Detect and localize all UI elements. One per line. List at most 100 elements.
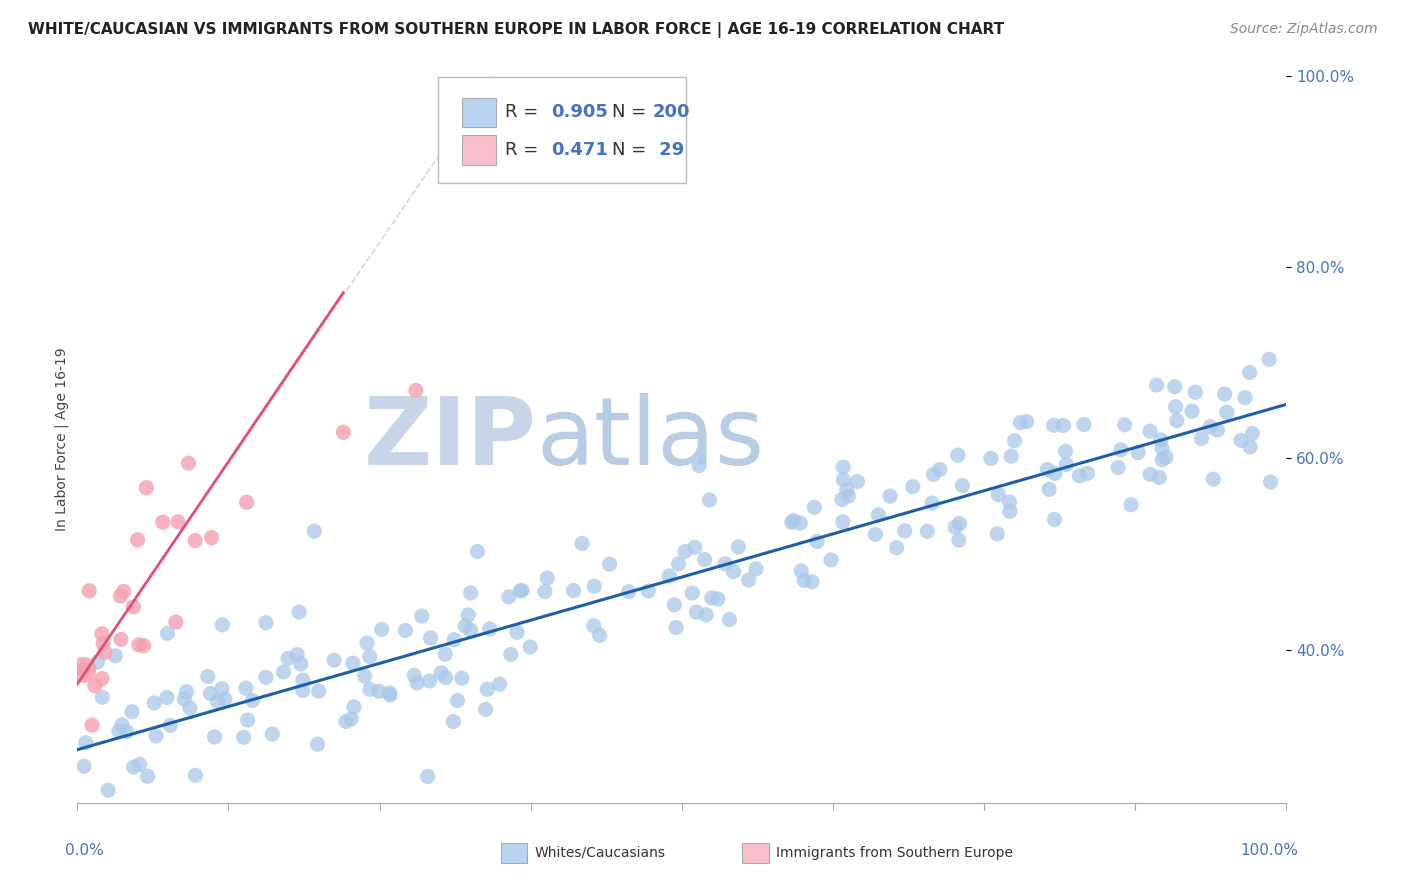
Point bbox=[718, 613, 741, 627]
Point bbox=[952, 478, 974, 492]
Point bbox=[110, 632, 132, 647]
Point bbox=[1146, 378, 1168, 392]
Text: Immigrants from Southern Europe: Immigrants from Southern Europe bbox=[776, 846, 1014, 860]
Point bbox=[879, 489, 901, 503]
Point bbox=[499, 648, 522, 662]
Point bbox=[75, 736, 97, 750]
Point bbox=[152, 515, 174, 529]
Point bbox=[478, 622, 501, 636]
Point bbox=[367, 684, 389, 698]
Point bbox=[846, 475, 869, 489]
Point bbox=[562, 583, 585, 598]
Point bbox=[1073, 417, 1095, 432]
Point bbox=[405, 384, 427, 398]
Point bbox=[998, 495, 1021, 509]
Point bbox=[683, 541, 706, 555]
Point bbox=[122, 760, 145, 774]
Point bbox=[290, 657, 312, 671]
Point bbox=[232, 731, 254, 745]
Point bbox=[534, 584, 557, 599]
Point bbox=[1038, 483, 1060, 497]
Point bbox=[519, 640, 541, 654]
Point bbox=[745, 562, 768, 576]
Point bbox=[1191, 432, 1213, 446]
Point bbox=[359, 682, 381, 697]
Point bbox=[1150, 433, 1173, 447]
Point bbox=[1042, 418, 1064, 433]
Point bbox=[460, 623, 482, 637]
Point bbox=[441, 714, 464, 729]
Point bbox=[789, 516, 811, 530]
Point bbox=[1036, 462, 1059, 476]
Point bbox=[111, 718, 134, 732]
Point bbox=[1260, 475, 1282, 489]
Point bbox=[1052, 418, 1074, 433]
Point bbox=[700, 591, 723, 605]
Point bbox=[419, 631, 441, 645]
Point bbox=[1043, 467, 1066, 481]
Point bbox=[1054, 458, 1077, 472]
Y-axis label: In Labor Force | Age 16-19: In Labor Force | Age 16-19 bbox=[55, 348, 69, 531]
Point bbox=[1233, 391, 1256, 405]
Point bbox=[122, 599, 145, 614]
Point bbox=[1119, 498, 1142, 512]
Point bbox=[214, 692, 236, 706]
Text: Whites/Caucasians: Whites/Caucasians bbox=[534, 846, 665, 860]
Point bbox=[127, 533, 149, 547]
Point bbox=[353, 669, 375, 683]
Point bbox=[893, 524, 915, 538]
Text: Source: ZipAtlas.com: Source: ZipAtlas.com bbox=[1230, 22, 1378, 37]
Point bbox=[406, 676, 429, 690]
Point bbox=[1076, 467, 1098, 481]
Point bbox=[1114, 417, 1136, 432]
Point bbox=[335, 714, 357, 729]
FancyBboxPatch shape bbox=[461, 136, 496, 164]
Point bbox=[235, 681, 257, 695]
Point bbox=[80, 718, 103, 732]
Point bbox=[477, 682, 499, 697]
Point bbox=[91, 636, 114, 650]
Point bbox=[901, 480, 924, 494]
Point bbox=[803, 500, 825, 515]
Point bbox=[699, 493, 721, 508]
Point bbox=[454, 619, 477, 633]
Point bbox=[1230, 434, 1253, 448]
Point bbox=[928, 462, 950, 476]
Point bbox=[1128, 445, 1150, 459]
Point bbox=[83, 679, 105, 693]
Point bbox=[1239, 440, 1261, 454]
Point bbox=[91, 690, 114, 705]
Point bbox=[1216, 405, 1239, 419]
Point bbox=[536, 571, 558, 585]
Point bbox=[582, 618, 605, 632]
Point bbox=[917, 524, 939, 539]
Point bbox=[673, 544, 696, 558]
Point bbox=[1149, 470, 1171, 484]
Point bbox=[104, 648, 127, 663]
Point bbox=[115, 724, 138, 739]
Point bbox=[868, 508, 890, 522]
Point bbox=[135, 481, 157, 495]
Point bbox=[211, 617, 233, 632]
Point bbox=[737, 573, 759, 587]
Point bbox=[510, 583, 533, 598]
Point bbox=[200, 687, 222, 701]
Point bbox=[714, 557, 737, 571]
Point bbox=[793, 574, 815, 588]
Point bbox=[411, 609, 433, 624]
Point bbox=[987, 487, 1010, 501]
Point bbox=[723, 565, 745, 579]
Point bbox=[782, 514, 804, 528]
Point bbox=[343, 700, 366, 714]
Point bbox=[236, 713, 259, 727]
Point bbox=[291, 683, 314, 698]
Point bbox=[693, 552, 716, 566]
Point bbox=[378, 686, 401, 700]
Text: 200: 200 bbox=[652, 103, 690, 121]
Point bbox=[1184, 385, 1206, 400]
Text: ZIP: ZIP bbox=[364, 393, 537, 485]
Point bbox=[1109, 442, 1132, 457]
Point bbox=[1213, 387, 1236, 401]
Point bbox=[254, 670, 277, 684]
Text: R =: R = bbox=[505, 141, 544, 159]
